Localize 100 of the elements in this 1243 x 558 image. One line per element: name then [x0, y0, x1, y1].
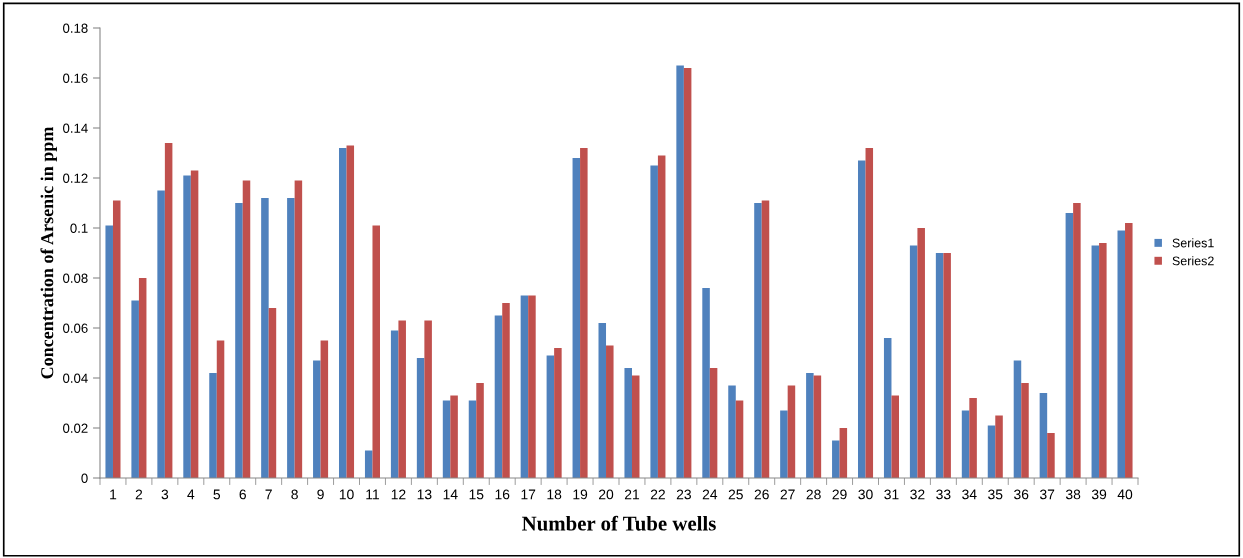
y-tick-label: 0.14 [63, 123, 88, 133]
bar [294, 180, 303, 478]
x-tick-label: 20 [599, 489, 614, 500]
bar [657, 155, 666, 478]
bar [1013, 360, 1022, 478]
bar [865, 148, 874, 478]
bar [813, 375, 822, 478]
x-tick-label: 28 [806, 489, 821, 500]
x-tick-label: 5 [213, 489, 221, 500]
bar [235, 203, 243, 478]
x-tick-label: 7 [265, 489, 272, 500]
bar [398, 320, 406, 478]
bar [1091, 245, 1100, 478]
y-tick-label: 0.1 [70, 223, 88, 233]
y-tick-label: 0.04 [63, 373, 88, 383]
bar [112, 200, 121, 478]
y-tick-label: 0.12 [63, 173, 88, 183]
bar [502, 303, 510, 478]
bar [190, 170, 199, 478]
x-tick-label: 25 [728, 489, 743, 500]
bar [528, 295, 536, 478]
bar [450, 395, 458, 478]
y-tick-label: 0 [81, 473, 88, 483]
bar [476, 383, 484, 478]
y-axis-title: Concentration of Arsenic in ppm [40, 126, 57, 379]
bar [554, 348, 562, 478]
bar [320, 340, 329, 478]
bar [468, 400, 477, 478]
bar [969, 398, 977, 478]
bar [520, 295, 529, 478]
bar [832, 440, 840, 478]
bar [935, 253, 944, 478]
x-tick-label: 13 [417, 489, 432, 500]
bar [606, 345, 614, 478]
x-tick-label: 37 [1039, 489, 1055, 500]
bar [138, 278, 147, 478]
bar [728, 385, 736, 478]
bar [839, 428, 848, 478]
bar [364, 450, 373, 478]
bar [261, 198, 269, 478]
x-tick-label: 33 [936, 489, 951, 500]
x-tick-label: 14 [443, 489, 458, 500]
bar [995, 415, 1003, 478]
bar [1125, 223, 1133, 478]
x-tick-label: 24 [702, 489, 718, 500]
bar [1117, 230, 1126, 478]
x-tick-label: 6 [239, 489, 246, 500]
x-tick-label: 19 [573, 489, 588, 500]
x-tick-label: 40 [1117, 489, 1133, 500]
bar [780, 410, 788, 478]
bar [442, 400, 451, 478]
bar [339, 148, 347, 478]
bar [683, 68, 692, 478]
bar [216, 340, 225, 478]
bar [416, 358, 425, 478]
x-tick-label: 21 [624, 489, 640, 500]
bar [580, 148, 588, 478]
bar [494, 315, 503, 478]
bar [883, 338, 892, 478]
x-tick-label: 38 [1065, 489, 1081, 500]
x-tick-label: 23 [676, 489, 691, 500]
bar [268, 308, 277, 478]
bar [891, 395, 899, 478]
x-tick-label: 22 [650, 489, 665, 500]
bar [313, 360, 321, 478]
bar [943, 253, 951, 478]
x-tick-label: 11 [366, 489, 380, 500]
bar [702, 288, 710, 478]
bar [909, 245, 918, 478]
bar [917, 228, 925, 478]
y-tick-label: 0.06 [63, 323, 88, 333]
y-tick-label: 0.18 [63, 23, 88, 33]
bar [650, 165, 658, 478]
x-tick-label: 31 [884, 489, 899, 500]
bar [709, 368, 718, 478]
bar [183, 175, 191, 478]
bar [1099, 243, 1107, 478]
bar [572, 158, 581, 478]
bar [806, 373, 814, 478]
x-tick-label: 16 [495, 489, 510, 500]
x-tick-label: 10 [339, 489, 354, 500]
bar [157, 190, 165, 478]
bar [631, 375, 640, 478]
x-tick-label: 4 [187, 489, 195, 500]
legend-label: Series1 [1172, 238, 1214, 248]
y-tick-label: 0.02 [63, 423, 88, 433]
x-tick-label: 1 [110, 489, 117, 500]
bar [105, 225, 113, 478]
x-tick-label: 32 [910, 489, 925, 500]
x-tick-label: 29 [832, 489, 847, 500]
bar [346, 145, 355, 478]
x-tick-label: 9 [317, 489, 324, 500]
bar [1021, 383, 1029, 478]
bar [1065, 213, 1074, 478]
bar [1047, 433, 1055, 478]
x-tick-label: 35 [988, 489, 1003, 500]
bar [761, 200, 770, 478]
legend-label: Series2 [1172, 256, 1214, 266]
x-tick-label: 15 [469, 489, 484, 500]
x-tick-label: 39 [1091, 489, 1107, 500]
